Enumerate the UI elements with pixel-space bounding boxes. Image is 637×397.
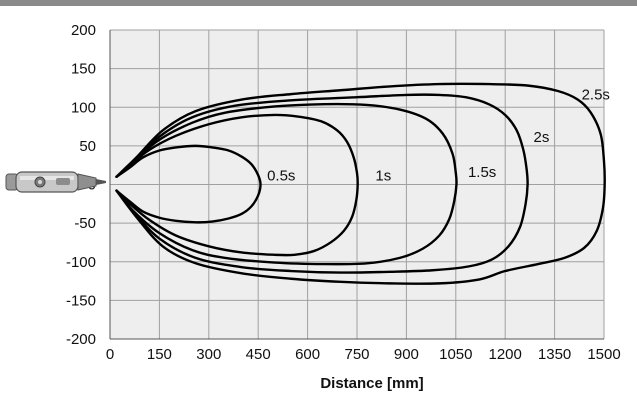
y-tick-label: -150	[66, 292, 96, 309]
curve-label: 2s	[534, 129, 550, 146]
curve-labels: 0.5s 1s 1.5s 2s 2.5s	[267, 87, 610, 185]
x-tick-label: 1350	[538, 346, 571, 363]
x-tick-label: 1200	[489, 346, 522, 363]
x-tick-label: 600	[295, 346, 320, 363]
y-tick-label: 150	[71, 61, 96, 78]
x-tick-label: 1050	[439, 346, 472, 363]
x-tick-label: 0	[106, 346, 114, 363]
top-border	[0, 0, 637, 6]
y-tick-label: -50	[74, 215, 96, 232]
curve-label: 0.5s	[267, 168, 295, 185]
y-tick-label: 100	[71, 99, 96, 116]
x-tick-label: 450	[246, 346, 271, 363]
x-tick-label: 150	[147, 346, 172, 363]
x-axis-label: Distance [mm]	[320, 375, 423, 392]
x-tick-label: 750	[344, 346, 369, 363]
y-tick-label: 50	[79, 138, 96, 155]
series-line-0.5s	[115, 144, 262, 224]
curve-label: 2.5s	[582, 87, 610, 104]
curve-label: 1.5s	[468, 164, 496, 181]
series-line-2.5s	[115, 82, 606, 285]
x-tick-label: 1500	[587, 346, 620, 363]
y-tick-label: 200	[71, 22, 96, 39]
tick-labels: 0 150 300 450 600 750 900 1050 1200 1350 1500 200 15…	[66, 22, 621, 363]
series-lines	[115, 82, 606, 285]
series-line-1s	[115, 113, 359, 257]
series-line-1.5s	[115, 102, 458, 266]
x-tick-label: 900	[394, 346, 419, 363]
series-line-2s	[115, 93, 529, 274]
curve-label: 1s	[375, 168, 391, 185]
x-tick-label: 300	[196, 346, 221, 363]
y-tick-label: -200	[66, 331, 96, 348]
pipette-icon	[5, 171, 106, 193]
y-tick-label: -100	[66, 254, 96, 271]
